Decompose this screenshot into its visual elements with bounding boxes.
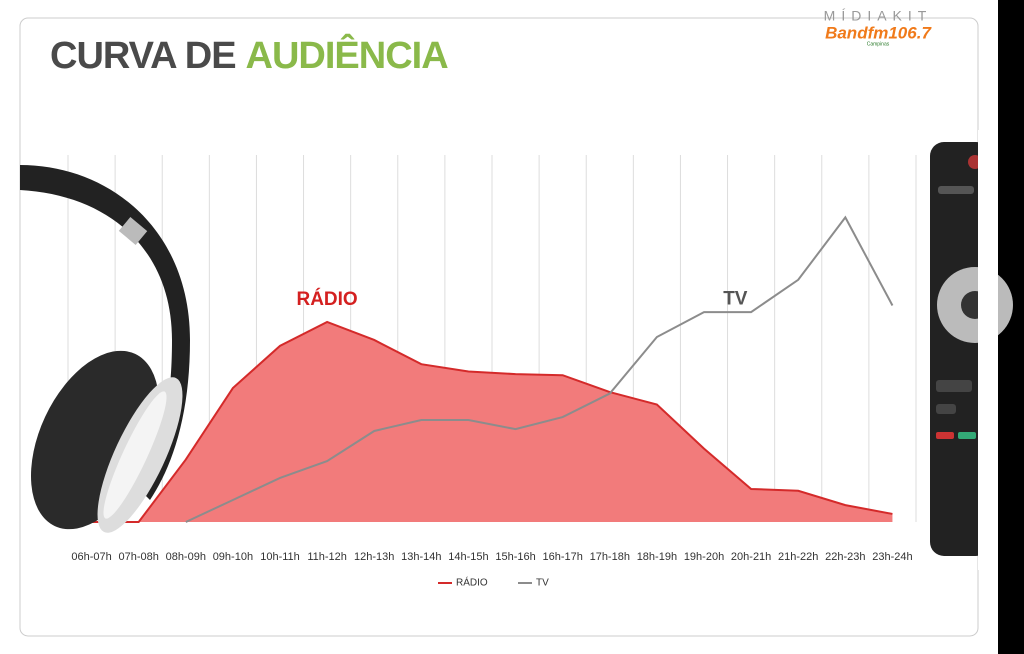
line — [185, 215, 894, 523]
logo-brand: Bandfm106.7 — [825, 23, 932, 42]
chart-title: CURVA DE AUDIÊNCIA — [50, 33, 448, 77]
x-tick-label: 08h-09h — [166, 551, 206, 563]
x-tick-label: 14h-15h — [448, 551, 488, 563]
card — [19, 17, 979, 637]
x-tick-label: 15h-16h — [495, 551, 535, 563]
x-tick-label: 10h-11h — [260, 551, 300, 563]
logo-city: Campinas — [867, 41, 890, 47]
x-tick-label: 07h-08h — [118, 551, 158, 563]
legend-label: RÁDIO — [456, 576, 488, 589]
headphones — [20, 165, 190, 533]
x-tick-label: 21h-22h — [778, 551, 818, 563]
plot: 06h-07h 07h-08h 08h-09h 09h-10h 10h-11h 11h-1… — [67, 155, 917, 563]
logo-kit: MÍDIAKIT — [824, 8, 933, 24]
area — [91, 321, 893, 522]
x-tick-label: 23h-24h — [872, 551, 912, 563]
x-tick-label: 17h-18h — [590, 551, 630, 563]
title-part: AUDIÊNCIA — [246, 33, 449, 77]
legend: RÁDIO TV — [438, 576, 549, 589]
x-tick-label: 18h-19h — [637, 551, 677, 563]
remote-cut — [978, 130, 998, 570]
title-part: CURVA DE — [50, 35, 236, 77]
x-tick-label: 11h-12h — [307, 551, 347, 563]
x-tick-label: 09h-10h — [213, 551, 253, 563]
x-tick-label: 20h-21h — [731, 551, 771, 563]
x-tick-label: 19h-20h — [684, 551, 724, 563]
x-tick-label: 12h-13h — [354, 551, 394, 563]
legend-label: TV — [536, 578, 549, 589]
x-tick-label: 13h-14h — [401, 551, 441, 563]
series-annotation: TV — [723, 288, 748, 309]
line — [91, 320, 893, 523]
x-tick-label: 16h-17h — [542, 551, 582, 563]
x-tick-label: 06h-07h — [71, 551, 111, 563]
x-tick-label: 22h-23h — [825, 551, 865, 563]
series-annotation: RÁDIO — [296, 288, 357, 310]
